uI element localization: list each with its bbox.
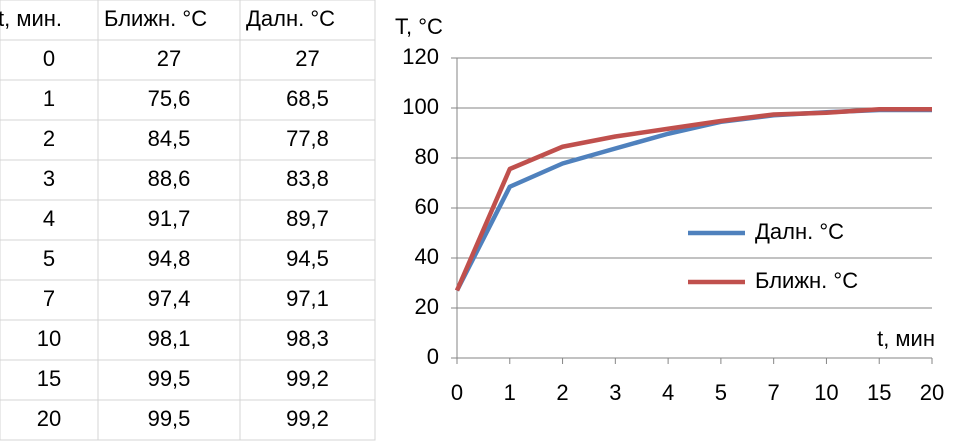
- table-value: 98,1: [148, 326, 191, 351]
- y-tick-label: 20: [415, 294, 439, 319]
- table-value: 4: [43, 206, 55, 231]
- table-value: 68,5: [286, 86, 329, 111]
- table-value: 89,7: [286, 206, 329, 231]
- x-tick-label: 2: [556, 380, 568, 405]
- table-value: 99,5: [148, 366, 191, 391]
- table-value: 27: [157, 46, 181, 71]
- x-tick-label: 0: [451, 380, 463, 405]
- table-value: 88,6: [148, 166, 191, 191]
- table-value: 97,1: [286, 286, 329, 311]
- x-tick-label: 5: [715, 380, 727, 405]
- x-tick-label: 20: [920, 380, 944, 405]
- table-value: 20: [37, 406, 61, 431]
- x-tick-label: 3: [609, 380, 621, 405]
- table-header: t, мин.: [0, 6, 62, 31]
- table-value: 84,5: [148, 126, 191, 151]
- table-value: 5: [43, 246, 55, 271]
- y-tick-label: 0: [427, 344, 439, 369]
- y-tick-label: 80: [415, 144, 439, 169]
- y-tick-label: 100: [402, 94, 439, 119]
- legend-label: Далн. °C: [755, 219, 844, 244]
- legend-label: Ближн. °C: [755, 268, 858, 293]
- line-series: [454, 107, 932, 292]
- table-value: 27: [295, 46, 319, 71]
- table-value: 91,7: [148, 206, 191, 231]
- x-tick-label: 4: [662, 380, 674, 405]
- y-tick-label: 120: [402, 44, 439, 69]
- x-tick-label: 7: [768, 380, 780, 405]
- table-value: 97,4: [148, 286, 191, 311]
- y-tick-label: 60: [415, 194, 439, 219]
- y-axis-label: T, °C: [395, 14, 443, 39]
- table-value: 3: [43, 166, 55, 191]
- table-header: Ближн. °C: [104, 6, 207, 31]
- table-value: 0: [43, 46, 55, 71]
- table-value: 98,3: [286, 326, 329, 351]
- table-cell: [239, 399, 376, 441]
- table-value: 1: [43, 86, 55, 111]
- y-tick-label: 40: [415, 244, 439, 269]
- table-value: 7: [43, 286, 55, 311]
- table-value: 99,2: [286, 366, 329, 391]
- x-axis-label: t, мин: [877, 326, 935, 351]
- table-value: 99,5: [148, 406, 191, 431]
- x-tick-label: 1: [504, 380, 516, 405]
- table-value: 75,6: [148, 86, 191, 111]
- table-value: 10: [37, 326, 61, 351]
- line-series: [454, 107, 932, 292]
- table-value: 77,8: [286, 126, 329, 151]
- table-header: Далн. °C: [246, 6, 335, 31]
- table-value: 94,8: [148, 246, 191, 271]
- table-value: 99,2: [286, 406, 329, 431]
- table-value: 83,8: [286, 166, 329, 191]
- x-tick-label: 15: [867, 380, 891, 405]
- x-tick-label: 10: [814, 380, 838, 405]
- table-value: 2: [43, 126, 55, 151]
- table-value: 15: [37, 366, 61, 391]
- table-value: 94,5: [286, 246, 329, 271]
